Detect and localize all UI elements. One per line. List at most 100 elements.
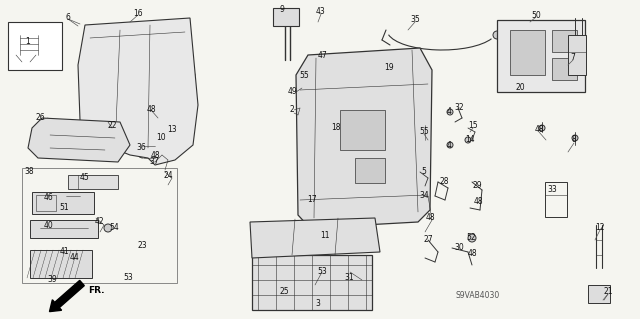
- Polygon shape: [250, 218, 380, 258]
- Bar: [510, 30, 545, 75]
- Circle shape: [414, 76, 422, 84]
- Circle shape: [161, 136, 169, 144]
- Text: 55: 55: [419, 128, 429, 137]
- Text: 43: 43: [316, 8, 326, 17]
- Circle shape: [189, 102, 195, 108]
- Text: 16: 16: [133, 9, 143, 18]
- Text: 8: 8: [572, 136, 577, 145]
- Text: 48: 48: [150, 151, 160, 160]
- Text: 28: 28: [439, 177, 449, 187]
- Circle shape: [306, 201, 314, 209]
- Ellipse shape: [171, 127, 179, 137]
- Circle shape: [421, 128, 429, 136]
- Text: 48: 48: [473, 197, 483, 206]
- Polygon shape: [78, 18, 198, 165]
- Polygon shape: [296, 48, 432, 228]
- Bar: [36, 195, 56, 211]
- Text: S9VAB4030: S9VAB4030: [455, 292, 499, 300]
- Circle shape: [447, 142, 453, 148]
- Bar: [273, 8, 299, 26]
- Circle shape: [189, 72, 195, 78]
- Text: 48: 48: [425, 213, 435, 222]
- Bar: [552, 30, 577, 52]
- Bar: [568, 35, 586, 75]
- Circle shape: [414, 201, 422, 209]
- Text: 20: 20: [515, 84, 525, 93]
- Circle shape: [572, 135, 578, 141]
- Text: 4: 4: [447, 140, 451, 150]
- Text: 41: 41: [59, 248, 69, 256]
- Circle shape: [506, 26, 511, 31]
- Text: 34: 34: [419, 191, 429, 201]
- Circle shape: [468, 234, 476, 242]
- Text: 52: 52: [466, 234, 476, 242]
- Polygon shape: [28, 118, 130, 162]
- Text: 50: 50: [531, 11, 541, 19]
- Circle shape: [303, 75, 309, 81]
- Text: 32: 32: [454, 103, 464, 113]
- Text: 33: 33: [547, 186, 557, 195]
- Text: 53: 53: [317, 268, 327, 277]
- Text: 3: 3: [316, 300, 321, 308]
- Text: 29: 29: [472, 181, 482, 189]
- Circle shape: [538, 26, 543, 31]
- Circle shape: [465, 137, 471, 143]
- Text: FR.: FR.: [88, 286, 104, 295]
- Text: 40: 40: [43, 220, 53, 229]
- Text: 55: 55: [299, 71, 309, 80]
- Text: 7: 7: [571, 54, 575, 63]
- Bar: [32, 192, 94, 214]
- Bar: [30, 220, 98, 238]
- Bar: [340, 110, 385, 150]
- Text: 36: 36: [136, 143, 146, 152]
- Bar: [552, 58, 577, 80]
- Text: 22: 22: [108, 122, 116, 130]
- Text: 47: 47: [317, 50, 327, 60]
- Circle shape: [568, 65, 573, 70]
- Text: 5: 5: [422, 167, 426, 176]
- Text: 1: 1: [26, 38, 30, 47]
- Text: 19: 19: [384, 63, 394, 72]
- Circle shape: [447, 109, 453, 115]
- Text: 18: 18: [332, 123, 340, 132]
- Text: 31: 31: [344, 273, 354, 283]
- Text: 48: 48: [146, 105, 156, 114]
- Circle shape: [350, 122, 366, 138]
- Text: 54: 54: [109, 224, 119, 233]
- Bar: [22, 168, 177, 283]
- Circle shape: [538, 65, 543, 70]
- Text: 46: 46: [43, 192, 53, 202]
- FancyArrow shape: [49, 280, 84, 312]
- Text: 49: 49: [287, 87, 297, 97]
- Text: 30: 30: [454, 243, 464, 253]
- Text: 27: 27: [423, 235, 433, 244]
- Text: 37: 37: [149, 158, 159, 167]
- Text: 23: 23: [137, 241, 147, 249]
- Text: 48: 48: [534, 125, 544, 135]
- Text: 6: 6: [65, 12, 70, 21]
- Text: 25: 25: [279, 287, 289, 296]
- Text: 39: 39: [47, 276, 57, 285]
- Circle shape: [104, 224, 112, 232]
- Circle shape: [380, 122, 396, 138]
- Text: 4: 4: [447, 108, 451, 116]
- Bar: [30, 250, 92, 278]
- Text: 17: 17: [307, 196, 317, 204]
- Text: 15: 15: [468, 122, 478, 130]
- Circle shape: [539, 125, 545, 131]
- Text: 26: 26: [35, 114, 45, 122]
- Bar: [252, 255, 372, 310]
- Text: 11: 11: [320, 231, 330, 240]
- Text: 44: 44: [69, 253, 79, 262]
- Text: 38: 38: [24, 167, 34, 176]
- Circle shape: [506, 65, 511, 70]
- Circle shape: [297, 85, 303, 91]
- Bar: [355, 158, 385, 183]
- Bar: [68, 175, 118, 189]
- Text: 48: 48: [467, 249, 477, 257]
- Text: 42: 42: [94, 218, 104, 226]
- Text: 21: 21: [604, 287, 612, 296]
- Text: 14: 14: [465, 136, 475, 145]
- Text: 45: 45: [79, 173, 89, 182]
- Text: 13: 13: [167, 125, 177, 135]
